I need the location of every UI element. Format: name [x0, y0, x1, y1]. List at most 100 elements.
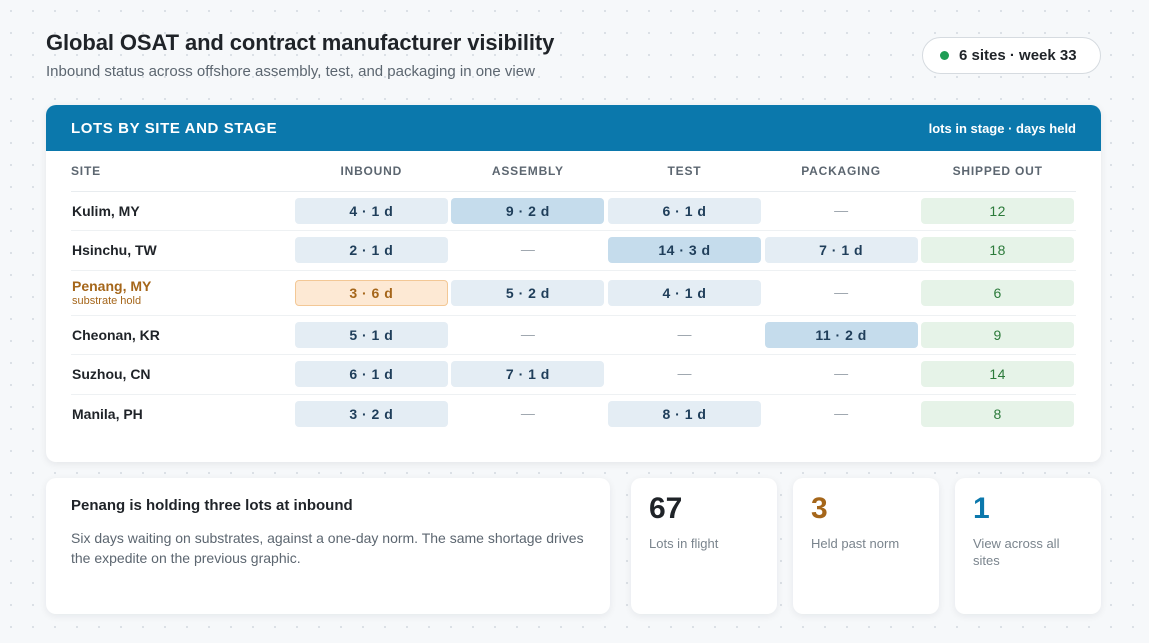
- stage-chip: 4 · 1 d: [294, 197, 448, 224]
- site-cell: Penang, MY substrate hold: [71, 270, 293, 316]
- test-cell: 6 · 1 d: [606, 191, 763, 231]
- page-subtitle: Inbound status across offshore assembly,…: [46, 63, 535, 80]
- table-row[interactable]: Kulim, MY 4 · 1 d 9 · 2 d 6 · 1 d — 12: [71, 191, 1076, 231]
- stat-label: Lots in flight: [649, 536, 719, 551]
- stat-label: View across all sites: [973, 536, 1060, 568]
- site-name: Cheonan, KR: [72, 326, 160, 343]
- shipped-count: 12: [921, 197, 1075, 224]
- packaging-cell: —: [762, 270, 920, 316]
- empty-stage-dash: —: [834, 201, 849, 218]
- table-row-alert[interactable]: Penang, MY substrate hold 3 · 6 d 5 · 2 …: [71, 270, 1076, 316]
- assembly-cell: —: [449, 230, 607, 271]
- empty-stage-dash: —: [520, 241, 535, 258]
- packaging-cell: —: [762, 354, 920, 395]
- inbound-cell: 3 · 6 d: [293, 270, 450, 316]
- inbound-cell: 2 · 1 d: [293, 230, 450, 271]
- shipped-cell: 18: [919, 230, 1076, 271]
- test-cell: —: [606, 354, 763, 395]
- stat-value: 3: [811, 492, 828, 525]
- stage-chip: 7 · 1 d: [764, 237, 918, 264]
- stage-chip: 11 · 2 d: [764, 321, 918, 348]
- status-badge: 6 sites · week 33: [922, 37, 1101, 74]
- stage-chip: 8 · 1 d: [607, 401, 761, 427]
- column-header-shipped-out: SHIPPED OUT: [919, 151, 1076, 192]
- site-cell: Cheonan, KR: [71, 315, 293, 355]
- shipped-count: 8: [921, 401, 1075, 427]
- empty-stage-dash: —: [834, 405, 849, 421]
- site-cell: Manila, PH: [71, 394, 293, 434]
- stage-chip: 3 · 2 d: [294, 401, 448, 427]
- stat-label: Held past norm: [811, 536, 900, 551]
- assembly-cell: 7 · 1 d: [449, 354, 607, 395]
- page-title: Global OSAT and contract manufacturer vi…: [46, 30, 555, 55]
- test-cell: 14 · 3 d: [606, 230, 763, 271]
- column-header-inbound: INBOUND: [293, 151, 450, 192]
- shipped-count: 14: [921, 361, 1075, 388]
- table-row[interactable]: Suzhou, CN 6 · 1 d 7 · 1 d — — 14: [71, 354, 1076, 395]
- shipped-cell: 14: [919, 354, 1076, 395]
- status-badge-label: 6 sites · week 33: [959, 47, 1077, 64]
- lots-by-site-card: LOTS BY SITE AND STAGE lots in stage · d…: [46, 105, 1101, 462]
- stage-chip: 9 · 2 d: [451, 197, 605, 224]
- assembly-cell: 9 · 2 d: [449, 191, 607, 231]
- shipped-cell: 12: [919, 191, 1076, 231]
- inbound-cell: 6 · 1 d: [293, 354, 450, 395]
- test-cell: 4 · 1 d: [606, 270, 763, 316]
- table-header-row: SITE INBOUND ASSEMBLY TEST PACKAGING SHI…: [71, 151, 1076, 192]
- table-row[interactable]: Cheonan, KR 5 · 1 d — — 11 · 2 d 9: [71, 315, 1076, 355]
- shipped-cell: 9: [919, 315, 1076, 355]
- site-cell: Kulim, MY: [71, 191, 293, 231]
- inbound-cell: 4 · 1 d: [293, 191, 450, 231]
- empty-stage-dash: —: [834, 365, 849, 382]
- empty-stage-dash: —: [834, 283, 849, 300]
- packaging-cell: 11 · 2 d: [762, 315, 920, 355]
- column-header-test: TEST: [606, 151, 763, 192]
- inbound-cell: 5 · 1 d: [293, 315, 450, 355]
- shipped-cell: 8: [919, 394, 1076, 434]
- empty-stage-dash: —: [677, 325, 692, 342]
- stat-value: 1: [973, 492, 990, 525]
- stage-chip: 2 · 1 d: [294, 237, 448, 264]
- hold-note: substrate hold: [72, 295, 142, 307]
- test-cell: 8 · 1 d: [606, 394, 763, 434]
- stage-chip-warning: 3 · 6 d: [294, 279, 448, 306]
- table-row[interactable]: Hsinchu, TW 2 · 1 d — 14 · 3 d 7 · 1 d 1…: [71, 230, 1076, 271]
- site-cell: Hsinchu, TW: [71, 230, 293, 271]
- column-header-site: SITE: [71, 151, 293, 192]
- stage-chip: 5 · 2 d: [451, 279, 605, 306]
- lots-table: SITE INBOUND ASSEMBLY TEST PACKAGING SHI…: [71, 151, 1076, 434]
- card-legend: lots in stage · days held: [928, 120, 1076, 136]
- column-header-assembly: ASSEMBLY: [449, 151, 607, 192]
- site-name: Manila, PH: [72, 406, 143, 422]
- shipped-count: 6: [921, 279, 1075, 306]
- assembly-cell: 5 · 2 d: [449, 270, 607, 316]
- shipped-count: 9: [921, 321, 1075, 348]
- assembly-cell: —: [450, 394, 607, 434]
- stage-chip: 7 · 1 d: [451, 361, 605, 388]
- penang-note-card: Penang is holding three lots at inbound …: [46, 478, 610, 614]
- stage-chip: 6 · 1 d: [294, 361, 448, 388]
- site-name: Hsinchu, TW: [72, 242, 157, 259]
- packaging-cell: 7 · 1 d: [762, 230, 920, 271]
- table-row[interactable]: Manila, PH 3 · 2 d — 8 · 1 d — 8: [71, 394, 1076, 434]
- shipped-count: 18: [921, 237, 1075, 264]
- stat-value: 67: [649, 492, 683, 525]
- column-header-packaging: PACKAGING: [762, 151, 920, 192]
- test-cell: —: [606, 315, 763, 355]
- assembly-cell: —: [449, 315, 607, 355]
- card-title: LOTS BY SITE AND STAGE: [71, 119, 278, 137]
- note-body: Six days waiting on substrates, against …: [71, 530, 584, 566]
- packaging-cell: —: [762, 191, 920, 231]
- empty-stage-dash: —: [677, 365, 692, 382]
- stat-card-held-past-norm: 3 Held past norm: [793, 478, 939, 614]
- stat-card-lots-in-flight: 67 Lots in flight: [631, 478, 777, 614]
- stage-chip: 14 · 3 d: [607, 237, 761, 264]
- inbound-cell: 3 · 2 d: [293, 394, 450, 434]
- status-dot-icon: [940, 51, 949, 60]
- site-cell: Suzhou, CN: [71, 354, 293, 395]
- empty-stage-dash: —: [520, 405, 535, 421]
- stage-chip: 5 · 1 d: [294, 321, 448, 348]
- card-header: LOTS BY SITE AND STAGE lots in stage · d…: [46, 105, 1101, 151]
- empty-stage-dash: —: [520, 325, 535, 342]
- site-name: Suzhou, CN: [72, 366, 151, 383]
